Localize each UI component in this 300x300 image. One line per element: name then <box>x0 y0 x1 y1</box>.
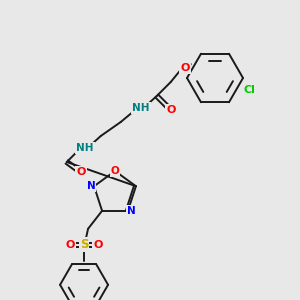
Text: O: O <box>76 167 86 177</box>
Text: O: O <box>166 105 176 115</box>
Text: O: O <box>180 63 189 73</box>
Text: O: O <box>111 166 119 176</box>
Text: N: N <box>87 181 95 191</box>
Text: NH: NH <box>132 103 149 113</box>
Text: O: O <box>65 240 75 250</box>
Text: N: N <box>127 206 135 216</box>
Text: S: S <box>80 238 88 251</box>
Text: NH: NH <box>76 143 94 153</box>
Text: O: O <box>93 240 103 250</box>
Text: Cl: Cl <box>243 85 255 95</box>
